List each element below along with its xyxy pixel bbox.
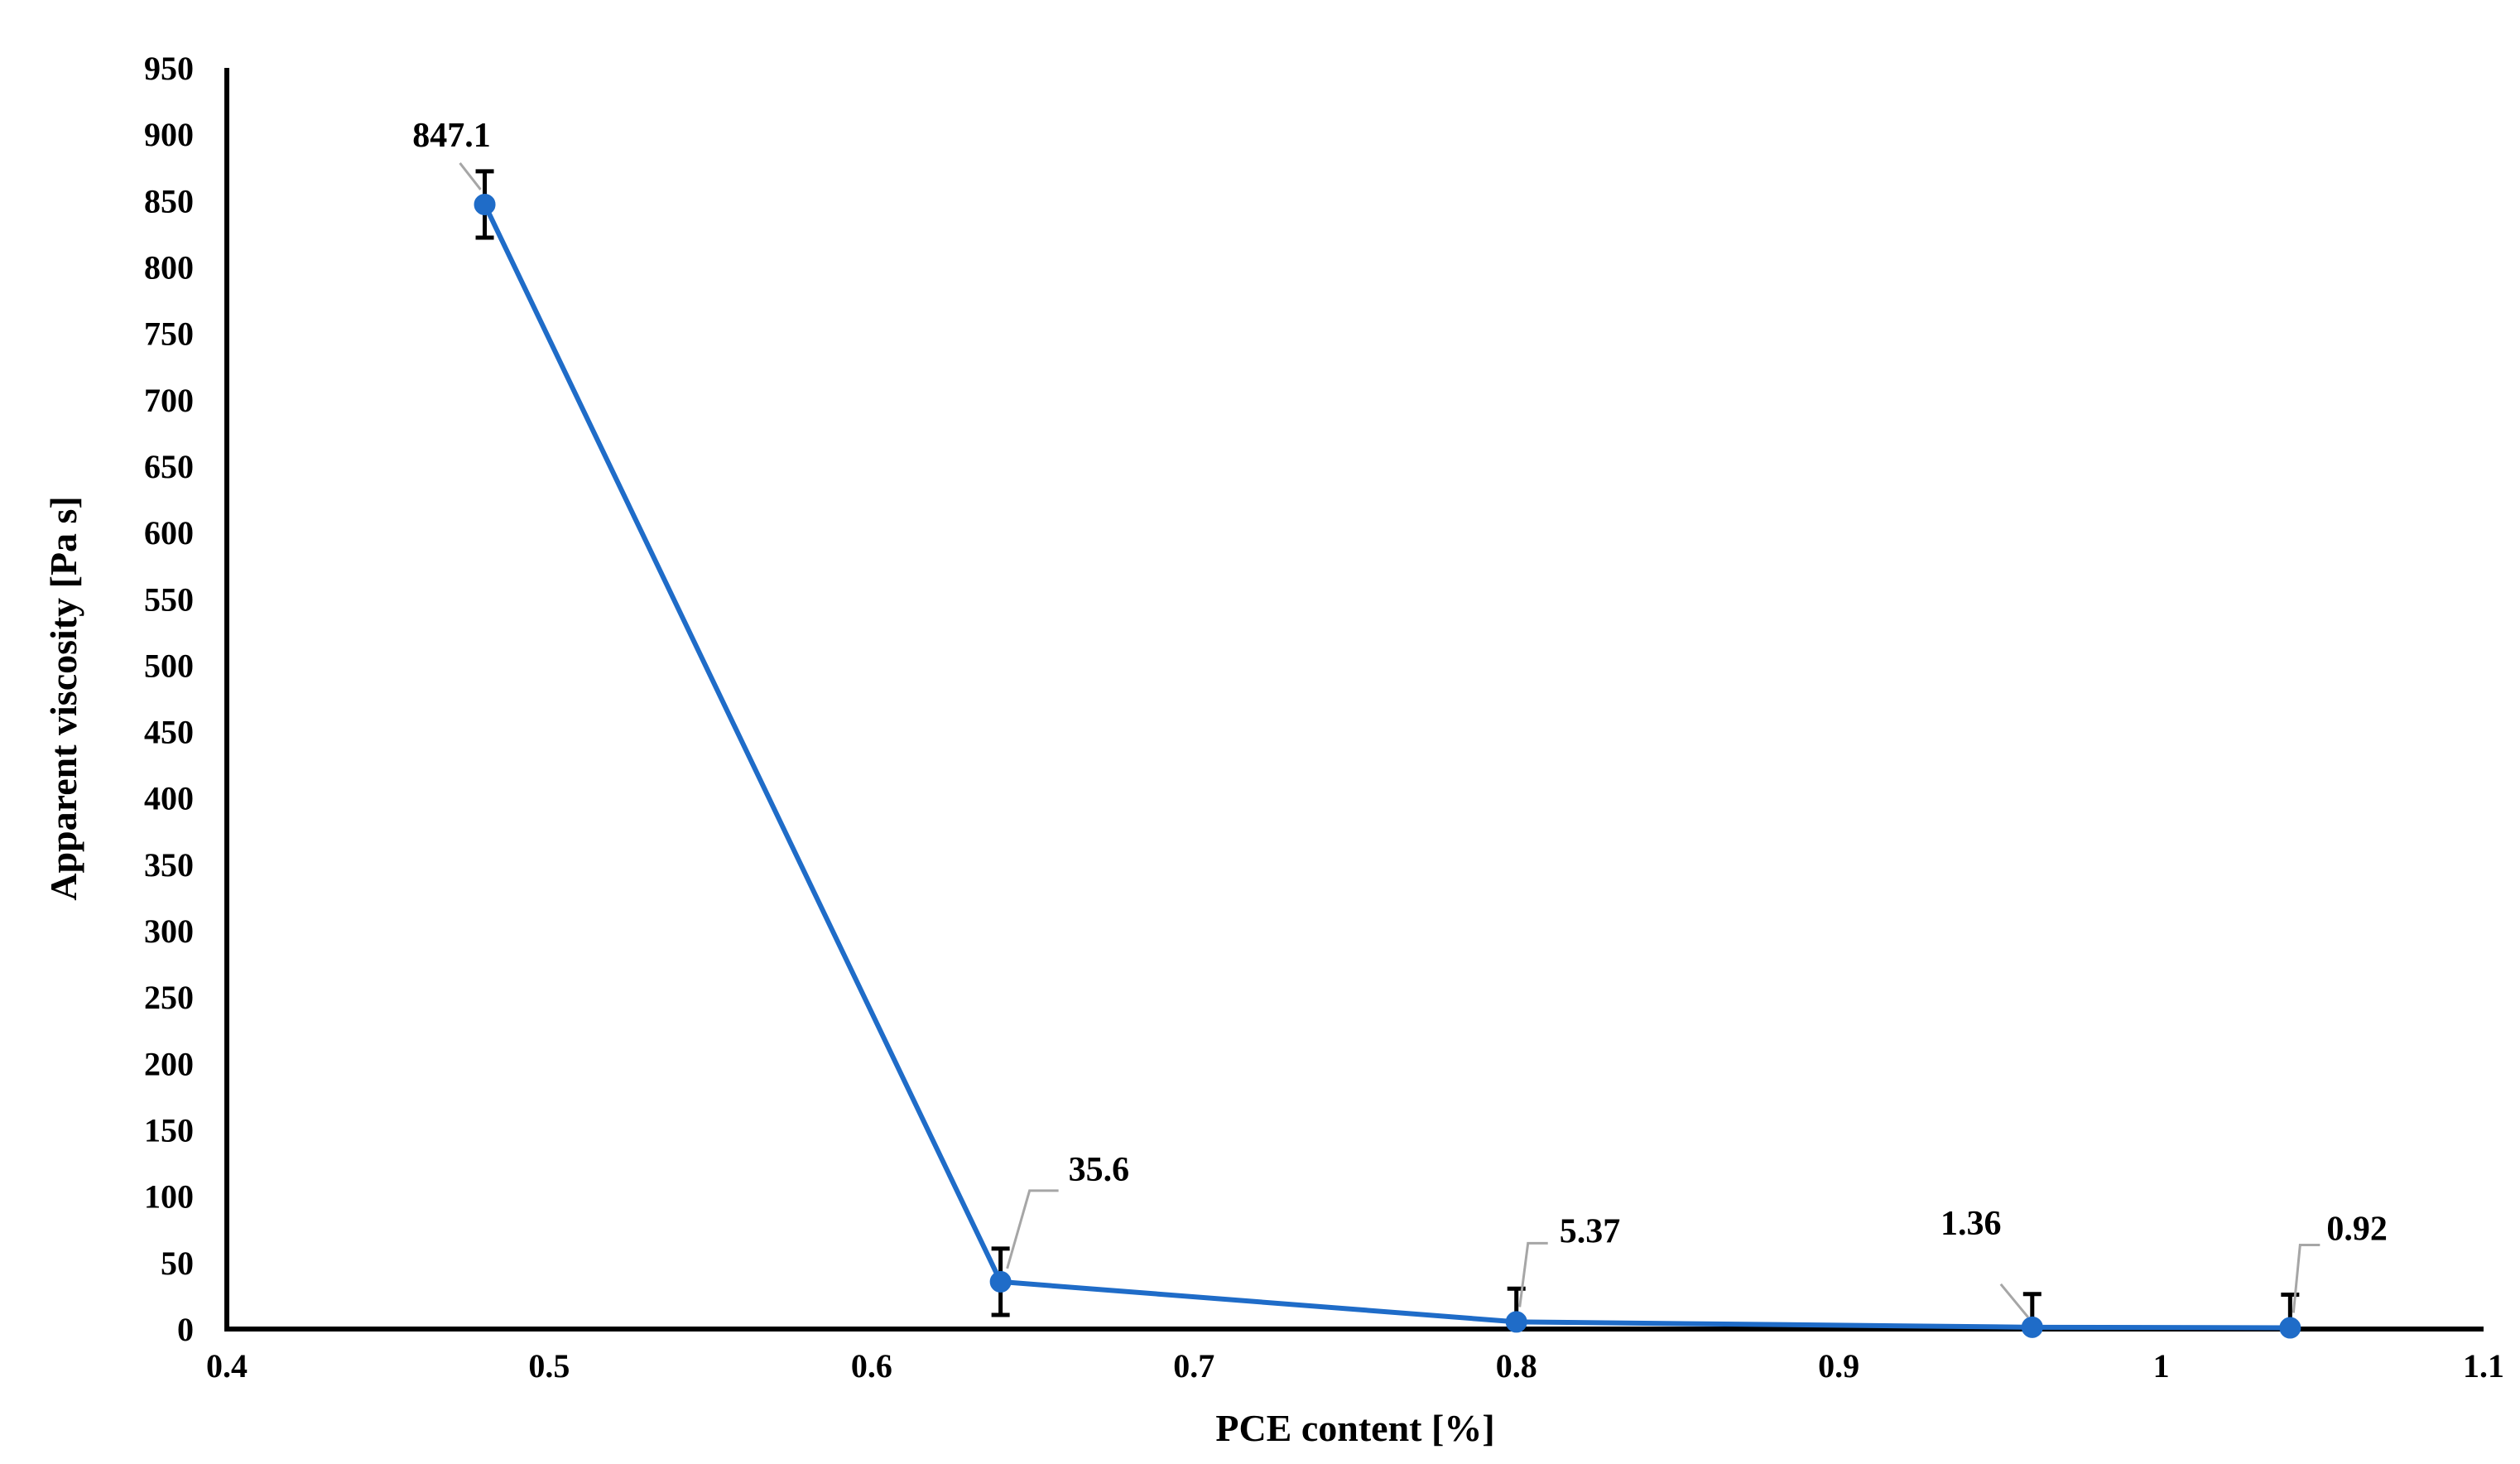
x-tick-label: 1.1 [2463,1347,2504,1385]
y-tick-label: 450 [144,714,194,751]
data-labels: 847.1 35.6 5.37 1.36 0.92 [412,117,2388,1318]
y-tick-label: 550 [144,580,194,618]
y-tick-label: 750 [144,315,194,353]
x-tick-label: 0.8 [1496,1347,1537,1385]
data-label: 0.92 [2326,1211,2388,1249]
data-point [2021,1316,2043,1338]
label-leader-line [1999,1283,2029,1318]
x-tick-labels: 0.4 0.5 0.6 0.7 0.8 0.9 1 1.1 [206,1347,2504,1385]
label-leader-line [459,162,482,190]
y-tick-label: 350 [144,846,194,884]
data-label: 1.36 [1940,1205,2002,1243]
series-line [482,203,2291,1331]
y-tick-label: 200 [144,1045,194,1082]
data-point [1505,1311,1527,1333]
data-label: 35.6 [1069,1151,1130,1189]
x-tick-label: 1 [2153,1347,2170,1385]
y-tick-label: 950 [144,50,194,87]
data-points [474,193,2301,1339]
y-tick-label: 0 [177,1311,194,1348]
y-tick-label: 600 [144,514,194,551]
label-leader-line [1006,1189,1059,1269]
x-tick-label: 0.5 [528,1347,570,1385]
data-label: 5.37 [1560,1212,1621,1250]
y-axis-title: Apparent viscosity [Pa s] [42,496,84,901]
label-leader-line [2292,1244,2320,1313]
x-axis-title: PCE content [%] [1215,1407,1494,1449]
x-tick-label: 0.9 [1818,1347,1859,1385]
x-tick-label: 0.6 [851,1347,892,1385]
y-tick-label: 500 [144,647,194,684]
label-leader-line [1518,1241,1548,1307]
y-tick-label: 400 [144,780,194,817]
y-tick-label: 300 [144,913,194,950]
error-bars [475,169,2300,1329]
y-tick-label: 650 [144,448,194,485]
y-tick-labels: 0 50 100 150 200 250 300 350 400 450 500 550 600 650 7… [144,50,194,1348]
y-tick-label: 100 [144,1178,194,1216]
data-label: 847.1 [412,117,491,155]
data-point [989,1270,1012,1293]
x-tick-label: 0.4 [206,1347,248,1385]
y-tick-label: 900 [144,116,194,153]
x-tick-label: 0.7 [1173,1347,1214,1385]
y-tick-label: 700 [144,382,194,419]
data-point [474,193,496,215]
y-tick-label: 150 [144,1112,194,1149]
y-tick-label: 250 [144,979,194,1016]
y-tick-label: 50 [161,1245,194,1282]
y-tick-label: 850 [144,182,194,219]
y-tick-label: 800 [144,248,194,286]
data-point [2279,1317,2301,1339]
